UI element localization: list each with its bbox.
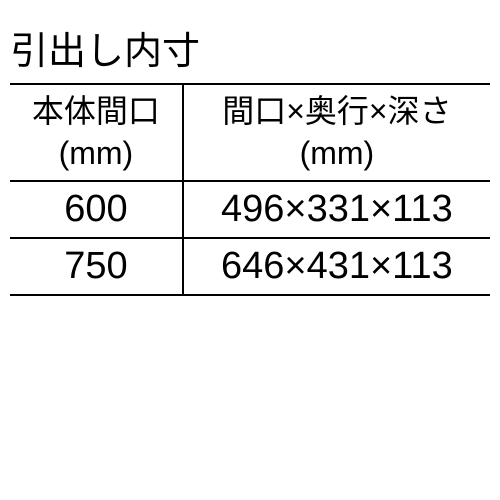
- header-text-line2: (mm): [300, 135, 375, 171]
- header-text-line2: (mm): [59, 135, 134, 171]
- table-row: 750 646×431×113: [10, 238, 490, 295]
- cell-dimensions: 496×331×113: [183, 181, 490, 238]
- cell-body-width: 750: [10, 238, 183, 295]
- dimensions-table: 本体間口 (mm) 間口×奥行×深さ (mm) 600 496×331×113 …: [10, 83, 490, 296]
- header-text-line1: 本体間口: [32, 93, 160, 129]
- header-dimensions: 間口×奥行×深さ (mm): [183, 84, 490, 181]
- cell-body-width: 600: [10, 181, 183, 238]
- header-text-line1: 間口×奥行×深さ: [222, 93, 451, 129]
- table-title: 引出し内寸: [10, 20, 490, 75]
- table-row: 600 496×331×113: [10, 181, 490, 238]
- header-body-width: 本体間口 (mm): [10, 84, 183, 181]
- cell-dimensions: 646×431×113: [183, 238, 490, 295]
- table-header-row: 本体間口 (mm) 間口×奥行×深さ (mm): [10, 84, 490, 181]
